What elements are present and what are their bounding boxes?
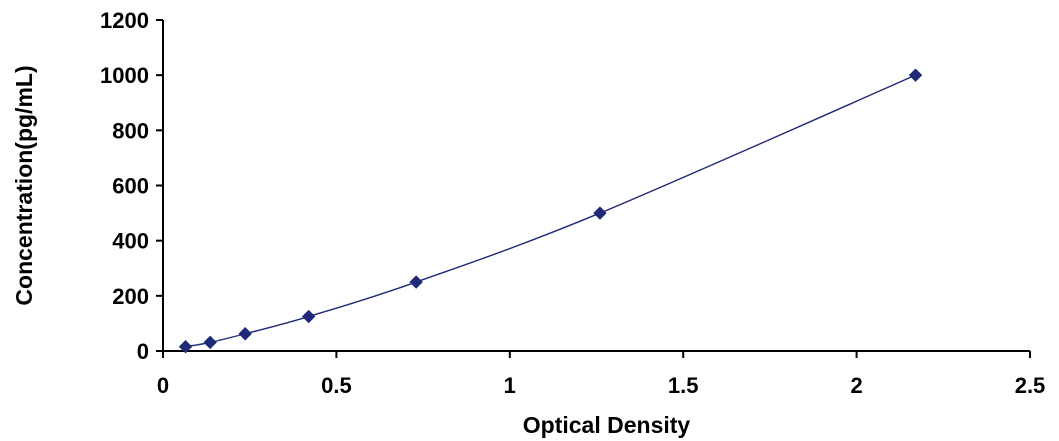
- data-point: [238, 327, 252, 341]
- data-point: [409, 275, 423, 289]
- y-tick-label: 800: [112, 118, 149, 143]
- data-point: [593, 206, 607, 220]
- data-point: [908, 68, 923, 82]
- y-axis-ticks: 0 200 400 600 800 1000 1200: [100, 8, 163, 364]
- data-point: [203, 335, 217, 350]
- fit-curve: [185, 74, 916, 348]
- data-points: [178, 68, 923, 354]
- x-axis-ticks: 0 0.5 1 1.5 2 2.5: [157, 351, 1045, 398]
- x-axis-title: Optical Density: [523, 412, 691, 438]
- y-axis-title: Concentration(pg/mL): [11, 65, 37, 305]
- x-tick-label: 2: [850, 373, 862, 398]
- data-point: [301, 309, 316, 324]
- y-tick-label: 1000: [100, 63, 149, 88]
- y-tick-label: 1200: [100, 8, 149, 33]
- data-point: [178, 339, 193, 354]
- x-tick-label: 1: [504, 373, 516, 398]
- x-tick-label: 0.5: [321, 373, 352, 398]
- x-tick-label: 0: [157, 373, 169, 398]
- y-tick-label: 0: [137, 339, 149, 364]
- x-tick-label: 1.5: [668, 373, 699, 398]
- x-tick-label: 2.5: [1015, 373, 1046, 398]
- y-tick-label: 600: [112, 174, 149, 199]
- axes: [162, 20, 1030, 352]
- y-tick-label: 200: [112, 284, 149, 309]
- y-tick-label: 400: [112, 229, 149, 254]
